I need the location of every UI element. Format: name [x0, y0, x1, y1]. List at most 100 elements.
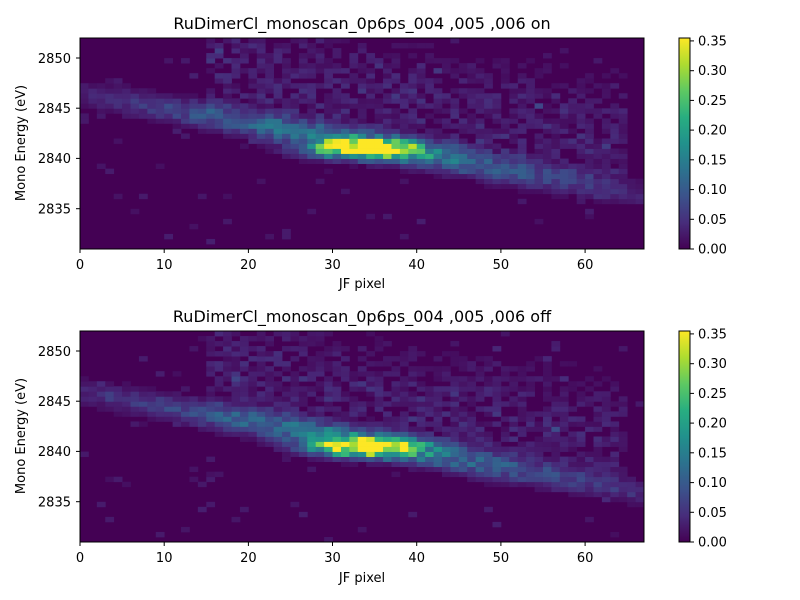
heatmap-cell — [492, 148, 502, 154]
heatmap-cell — [155, 391, 165, 397]
heatmap-cell — [366, 431, 376, 437]
heatmap-cell — [315, 446, 325, 452]
heatmap-cell — [239, 426, 249, 432]
chart-title: RuDimerCl_monoscan_0p6ps_004 ,005 ,006 o… — [173, 14, 550, 34]
heatmap-cell — [383, 371, 392, 377]
heatmap-cell — [374, 108, 384, 114]
heatmap-cell — [593, 421, 603, 427]
heatmap-cell — [206, 401, 216, 407]
heatmap-cell — [467, 118, 477, 124]
heatmap-cell — [265, 123, 275, 129]
heatmap-cell — [155, 531, 165, 538]
y-tick-label: 2850 — [38, 52, 71, 67]
heatmap-cell — [601, 436, 611, 442]
heatmap-cell — [332, 158, 342, 164]
heatmap-cell — [484, 158, 493, 164]
heatmap-cell — [484, 441, 493, 447]
heatmap-cell — [366, 416, 376, 422]
heatmap-cell — [223, 406, 232, 412]
heatmap-cell — [265, 426, 275, 432]
heatmap-cell — [433, 153, 443, 159]
heatmap-cell — [391, 396, 401, 402]
heatmap-cell — [559, 426, 569, 432]
heatmap-cell — [509, 168, 519, 175]
heatmap-cell — [492, 521, 502, 528]
heatmap-cell — [517, 138, 527, 144]
heatmap-cell — [610, 486, 620, 493]
x-tick-label: 60 — [577, 551, 594, 566]
heatmap-cell — [509, 376, 519, 382]
heatmap-cell — [601, 441, 611, 447]
heatmap-cell — [155, 371, 165, 377]
heatmap-cell — [391, 98, 401, 104]
heatmap-cell — [256, 416, 266, 422]
heatmap-cell — [206, 336, 216, 342]
heatmap-cell — [542, 183, 552, 190]
heatmap-cell — [475, 386, 485, 392]
heatmap-cell — [484, 148, 493, 154]
heatmap-cell — [239, 346, 249, 352]
heatmap-cell — [290, 148, 300, 154]
heatmap-cell — [467, 148, 477, 154]
heatmap-cell — [601, 153, 611, 159]
heatmap-cell — [290, 133, 300, 139]
heatmap-cell — [458, 163, 468, 170]
heatmap-cell — [475, 68, 485, 74]
heatmap-cell — [534, 461, 544, 468]
heatmap-cell — [239, 386, 249, 392]
heatmap-cell — [122, 406, 131, 412]
heatmap-cell — [559, 48, 569, 54]
heatmap-cell — [551, 93, 561, 99]
heatmap-cell — [601, 421, 611, 427]
heatmap-cell — [399, 401, 409, 407]
heatmap-cell — [332, 148, 342, 154]
x-tick-label: 50 — [493, 258, 510, 273]
heatmap-cell — [332, 153, 342, 159]
heatmap-cell — [416, 446, 426, 452]
heatmap-cell — [484, 456, 493, 463]
heatmap-cell — [585, 481, 594, 488]
heatmap-cell — [290, 441, 300, 447]
heatmap-cell — [450, 98, 460, 104]
heatmap-cell — [239, 406, 249, 412]
heatmap-cell — [391, 108, 401, 114]
heatmap-cell — [458, 138, 468, 144]
heatmap-cell — [315, 441, 325, 447]
heatmap-cell — [399, 386, 409, 392]
heatmap-cell — [315, 123, 325, 129]
heatmap-cell — [223, 58, 232, 64]
heatmap-cell — [568, 386, 578, 392]
x-axis: 0 10 20 30 40 50 60 JF pixel — [76, 542, 594, 586]
heatmap-cell — [458, 361, 468, 367]
heatmap-cell — [197, 113, 207, 119]
heatmap-cell — [441, 118, 451, 124]
heatmap-cell — [374, 123, 384, 129]
heatmap-cell — [441, 436, 451, 442]
heatmap-cell — [534, 426, 544, 432]
heatmap-cell — [484, 73, 493, 79]
heatmap-cell — [324, 158, 333, 164]
heatmap-cell — [635, 486, 645, 493]
colorbar-tick-label: 0.30 — [698, 357, 727, 372]
heatmap-cell — [484, 451, 493, 457]
heatmap-cell — [307, 421, 317, 427]
heatmap-cell — [492, 441, 502, 447]
heatmap-cell — [366, 371, 376, 377]
heatmap-cell — [349, 118, 359, 124]
heatmap-cell — [635, 481, 645, 488]
heatmap-cell — [307, 118, 317, 124]
heatmap-cell — [585, 466, 594, 473]
heatmap-cell — [526, 381, 535, 387]
heatmap-cell — [618, 396, 628, 402]
heatmap-cell — [450, 108, 460, 114]
heatmap-cell — [517, 396, 527, 402]
heatmap-cell — [542, 421, 552, 427]
heatmap-cell — [197, 193, 207, 200]
heatmap-cell — [307, 456, 317, 463]
heatmap-cell — [467, 476, 477, 483]
heatmap-cell — [492, 63, 502, 69]
heatmap-cell — [601, 123, 611, 129]
heatmap-cell — [500, 481, 510, 488]
heatmap-cell — [618, 476, 628, 483]
heatmap-cell — [273, 143, 283, 149]
